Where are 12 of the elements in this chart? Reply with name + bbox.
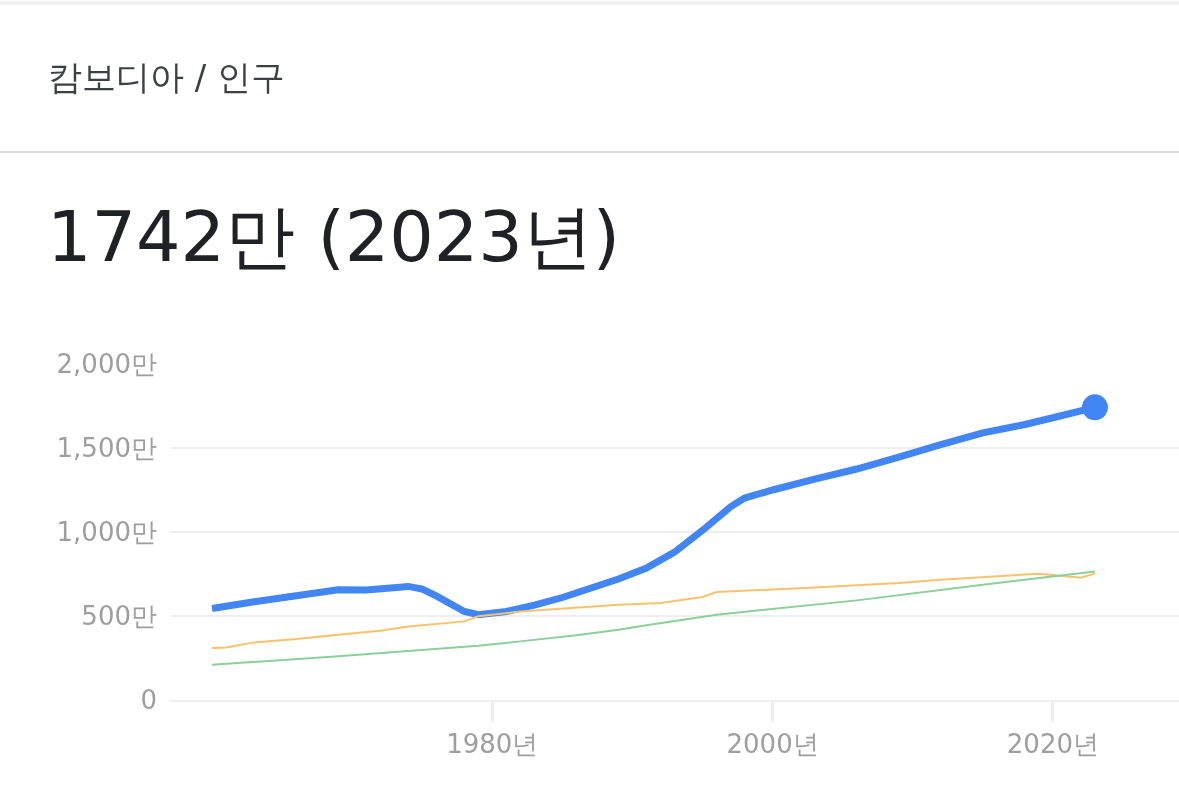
line-series: [211, 570, 1096, 666]
x-tick-label: 2000년: [726, 729, 819, 760]
chart-title: 캄보디아 / 인구: [48, 56, 286, 97]
line-series: [211, 572, 1096, 649]
y-tick-label: 1,500만: [56, 433, 157, 464]
chart-subtitle: 1742만 (2023년): [47, 196, 621, 278]
x-tick-label: 2020년: [1006, 729, 1099, 760]
x-tick-label: 1980년: [446, 729, 539, 760]
y-tick-label: 2,000만: [56, 349, 157, 380]
y-tick-label: 0: [140, 685, 157, 716]
y-tick-label: 500만: [81, 601, 157, 632]
y-tick-label: 1,000만: [56, 517, 157, 548]
